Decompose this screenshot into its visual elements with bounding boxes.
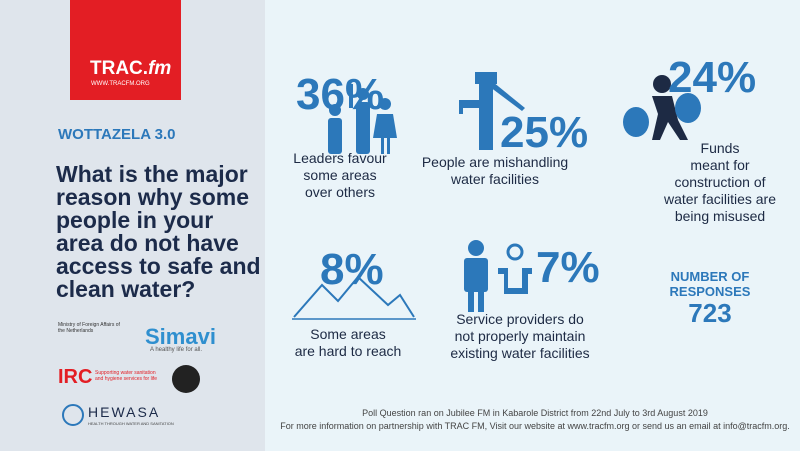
text-line: What is the major: [56, 161, 248, 187]
footer-line: Poll Question ran on Jubilee FM in Kabar…: [362, 408, 708, 418]
hewasa-icon: [62, 404, 84, 426]
text-line: Service providers do: [456, 311, 584, 327]
responses-count: 723: [688, 298, 732, 328]
percent: 25%: [500, 108, 589, 157]
plumber-icon: [464, 240, 532, 312]
result-label: Leaders favour some areas over others: [280, 150, 400, 201]
partner-simavi: Simavi: [145, 324, 216, 349]
percent: 36%: [296, 70, 385, 119]
partner-hewasa-tagline: HEALTH THROUGH WATER AND SANITATION: [88, 421, 174, 426]
result-label: Service providers do not properly maintai…: [440, 311, 600, 362]
text-line: construction of: [674, 174, 766, 190]
logo-url: WWW.TRACFM.ORG: [91, 81, 150, 87]
text-line: People are mishandling: [421, 154, 569, 170]
thief-icon: [623, 75, 701, 140]
percent: 8%: [320, 245, 384, 294]
partner-simavi-tagline: A healthy life for all.: [150, 347, 203, 353]
text-line: Some areas: [310, 326, 386, 342]
text-line: being misused: [674, 208, 766, 224]
partner-irc-tagline: Supporting water sanitation and hygiene …: [95, 370, 157, 382]
text-line: access to safe and: [56, 253, 261, 279]
program-name: WOTTAZELA 3.0: [58, 126, 176, 143]
text-line: water facilities: [451, 171, 539, 187]
question: What is the major reason why some people i…: [56, 163, 261, 301]
result-label: Some areas are hard to reach: [288, 326, 408, 360]
text-line: are hard to reach: [294, 343, 402, 359]
logo-box: TRAC.fm WWW.TRACFM.ORG: [70, 0, 181, 100]
partner-irc: IRC: [58, 366, 93, 388]
footer-line: For more information on partnership with…: [280, 421, 790, 431]
logo-suffix: fm: [148, 58, 172, 79]
text-line: Leaders favour: [293, 150, 387, 166]
partner-hewasa: HEWASA: [88, 404, 161, 420]
leaders-icon: [328, 84, 397, 154]
text-line: Funds: [700, 140, 740, 156]
text-line: RESPONSES: [669, 284, 751, 299]
percent: 7%: [536, 243, 600, 292]
text-line: meant for: [690, 157, 750, 173]
text-line: area do not have: [56, 230, 239, 256]
text-line: over others: [304, 184, 376, 200]
logo-text: TRAC.: [90, 58, 149, 79]
text-line: clean water?: [56, 276, 196, 302]
pump-icon: [459, 72, 525, 150]
result-label: People are mishandling water facilities: [420, 154, 570, 188]
text-line: NUMBER OF: [670, 269, 750, 284]
percent: 24%: [668, 53, 757, 102]
text-line: people in your: [56, 207, 214, 233]
partner-ministry: Ministry of Foreign Affairs of the Nethe…: [58, 322, 120, 334]
jubilee-logo: [172, 365, 200, 393]
text-line: not properly maintain: [454, 328, 586, 344]
text-line: some areas: [303, 167, 377, 183]
responses-label: NUMBER OF RESPONSES: [650, 269, 770, 299]
mountain-icon: [292, 275, 416, 320]
text-line: water facilities are: [663, 191, 777, 207]
text-line: reason why some: [56, 184, 250, 210]
result-label: Funds meant for construction of water facil…: [645, 140, 795, 225]
text-line: existing water facilities: [450, 345, 590, 361]
